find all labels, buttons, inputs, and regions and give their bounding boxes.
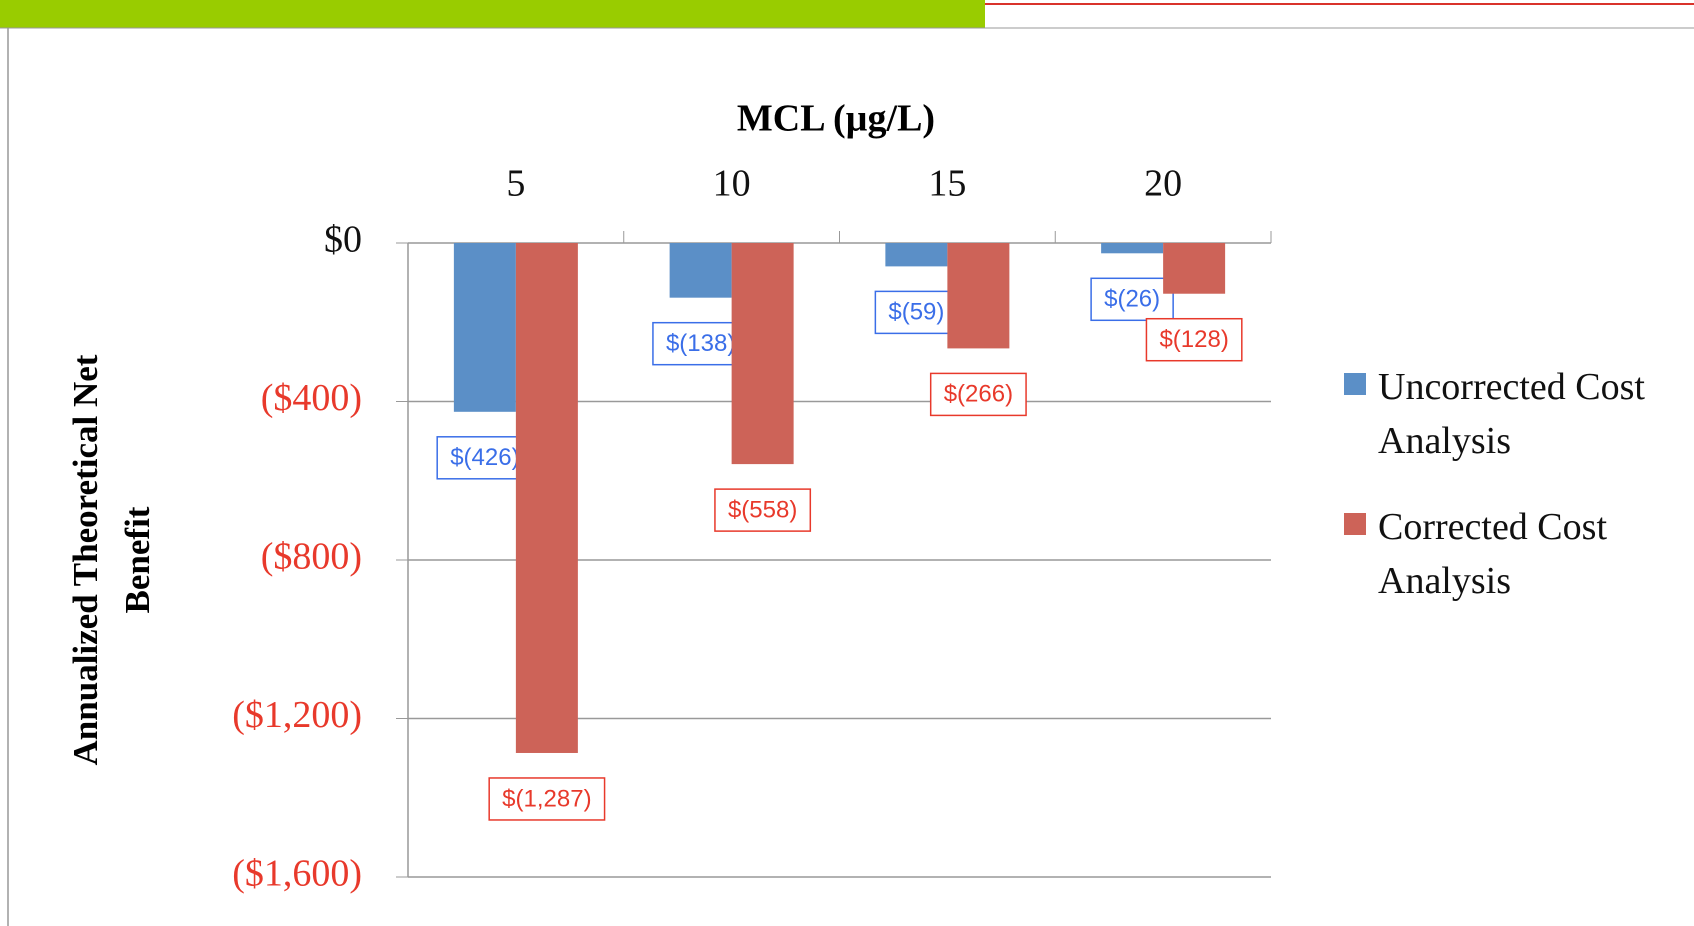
- bar: [453, 243, 516, 412]
- value-label: $(26): [1104, 286, 1160, 313]
- bar: [515, 243, 578, 753]
- bar: [1163, 243, 1226, 294]
- legend-label: Uncorrected Cost Analysis: [1378, 366, 1645, 462]
- value-label: $(426): [450, 444, 519, 471]
- value-label-box: [874, 290, 959, 335]
- value-label-box: [1090, 277, 1174, 322]
- x-tick-label: 10: [713, 163, 751, 205]
- y-tick-label: $0: [324, 219, 362, 261]
- header-bar: [0, 0, 985, 28]
- value-label-box: [488, 777, 606, 821]
- y-tick-label: ($400): [261, 377, 362, 419]
- y-tick-label: ($800): [261, 536, 362, 578]
- value-label-box: [929, 372, 1027, 417]
- bar: [669, 243, 732, 298]
- value-label: $(266): [944, 381, 1013, 408]
- value-label-box: [714, 488, 812, 532]
- x-tick-label: 15: [928, 163, 966, 205]
- y-tick-label: ($1,600): [232, 853, 362, 895]
- value-label: $(558): [728, 496, 797, 523]
- value-label-box: [1145, 317, 1243, 362]
- legend-swatch: [1344, 513, 1366, 535]
- legend-swatch: [1344, 373, 1366, 395]
- y-tick-label: ($1,200): [232, 694, 362, 736]
- value-label: $(59): [888, 299, 944, 326]
- value-label: $(138): [666, 330, 735, 357]
- x-axis-label: MCL (µg/L): [737, 98, 935, 140]
- value-label: $(1,287): [502, 785, 591, 812]
- value-label: $(128): [1159, 326, 1228, 353]
- x-tick-label: 20: [1144, 163, 1182, 205]
- x-tick-label: 5: [506, 163, 525, 205]
- y-axis-label: Annualized Theoretical Net Benefit: [66, 354, 157, 766]
- bar: [1101, 243, 1164, 254]
- legend-label: Corrected Cost Analysis: [1378, 506, 1608, 602]
- bar: [885, 243, 948, 267]
- bar: [731, 243, 794, 465]
- bar: [947, 243, 1010, 349]
